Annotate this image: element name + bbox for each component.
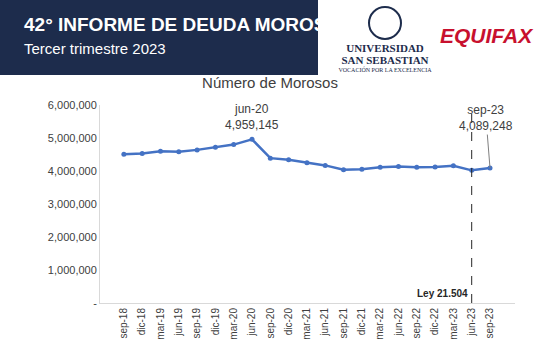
svg-text:4,000,000: 4,000,000 bbox=[48, 165, 97, 177]
html-text:EQUIFAX: EQUIFAX bbox=[440, 24, 533, 47]
svg-text:-: - bbox=[93, 297, 97, 309]
svg-text:dic-18: dic-18 bbox=[136, 308, 147, 336]
svg-text:5,000,000: 5,000,000 bbox=[48, 132, 97, 144]
svg-text:mar-20: mar-20 bbox=[228, 308, 239, 340]
svg-text:2,000,000: 2,000,000 bbox=[48, 231, 97, 243]
svg-text:jun-19: jun-19 bbox=[173, 308, 184, 337]
svg-text:sep-21: sep-21 bbox=[338, 308, 349, 339]
svg-text:sep-20: sep-20 bbox=[265, 308, 276, 339]
svg-text:mar-23: mar-23 bbox=[448, 308, 459, 340]
svg-text:dic-20: dic-20 bbox=[283, 308, 294, 336]
svg-text:sep-18: sep-18 bbox=[118, 308, 129, 339]
svg-text:mar-19: mar-19 bbox=[155, 308, 166, 340]
svg-text:sep-234,089,248: sep-234,089,248 bbox=[459, 103, 513, 133]
html-text:VOCACIÓN POR LA EXCELENCIA: VOCACIÓN POR LA EXCELENCIA bbox=[338, 67, 432, 73]
svg-text:jun-21: jun-21 bbox=[319, 308, 330, 337]
svg-text:dic-22: dic-22 bbox=[429, 308, 440, 336]
svg-text:sep-19: sep-19 bbox=[191, 308, 202, 339]
html-text:UNIVERSIDAD SAN SEBASTIAN: UNIVERSIDAD SAN SEBASTIAN bbox=[341, 42, 429, 66]
html-text:Tercer trimestre 2023: Tercer trimestre 2023 bbox=[24, 40, 166, 57]
html-text:42° INFORME DE DEUDA MOROSA: 42° INFORME DE DEUDA MOROSA bbox=[24, 14, 341, 35]
svg-text:Ley 21.504: Ley 21.504 bbox=[417, 288, 468, 299]
svg-text:dic-19: dic-19 bbox=[210, 308, 221, 336]
svg-text:dic-21: dic-21 bbox=[356, 308, 367, 336]
svg-text:1,000,000: 1,000,000 bbox=[48, 264, 97, 276]
svg-text:sep-23: sep-23 bbox=[484, 308, 495, 339]
svg-text:sep-22: sep-22 bbox=[411, 308, 422, 339]
svg-text:jun-22: jun-22 bbox=[393, 308, 404, 337]
svg-text:6,000,000: 6,000,000 bbox=[48, 99, 97, 111]
svg-text:jun-20: jun-20 bbox=[246, 308, 257, 337]
svg-text:mar-22: mar-22 bbox=[374, 308, 385, 340]
svg-text:3,000,000: 3,000,000 bbox=[48, 198, 97, 210]
svg-text:mar-21: mar-21 bbox=[301, 308, 312, 340]
svg-text:jun-23: jun-23 bbox=[466, 308, 477, 337]
svg-text:jun-204,959,145: jun-204,959,145 bbox=[225, 102, 279, 132]
svg-text:Número de Morosos: Número de Morosos bbox=[202, 75, 338, 91]
